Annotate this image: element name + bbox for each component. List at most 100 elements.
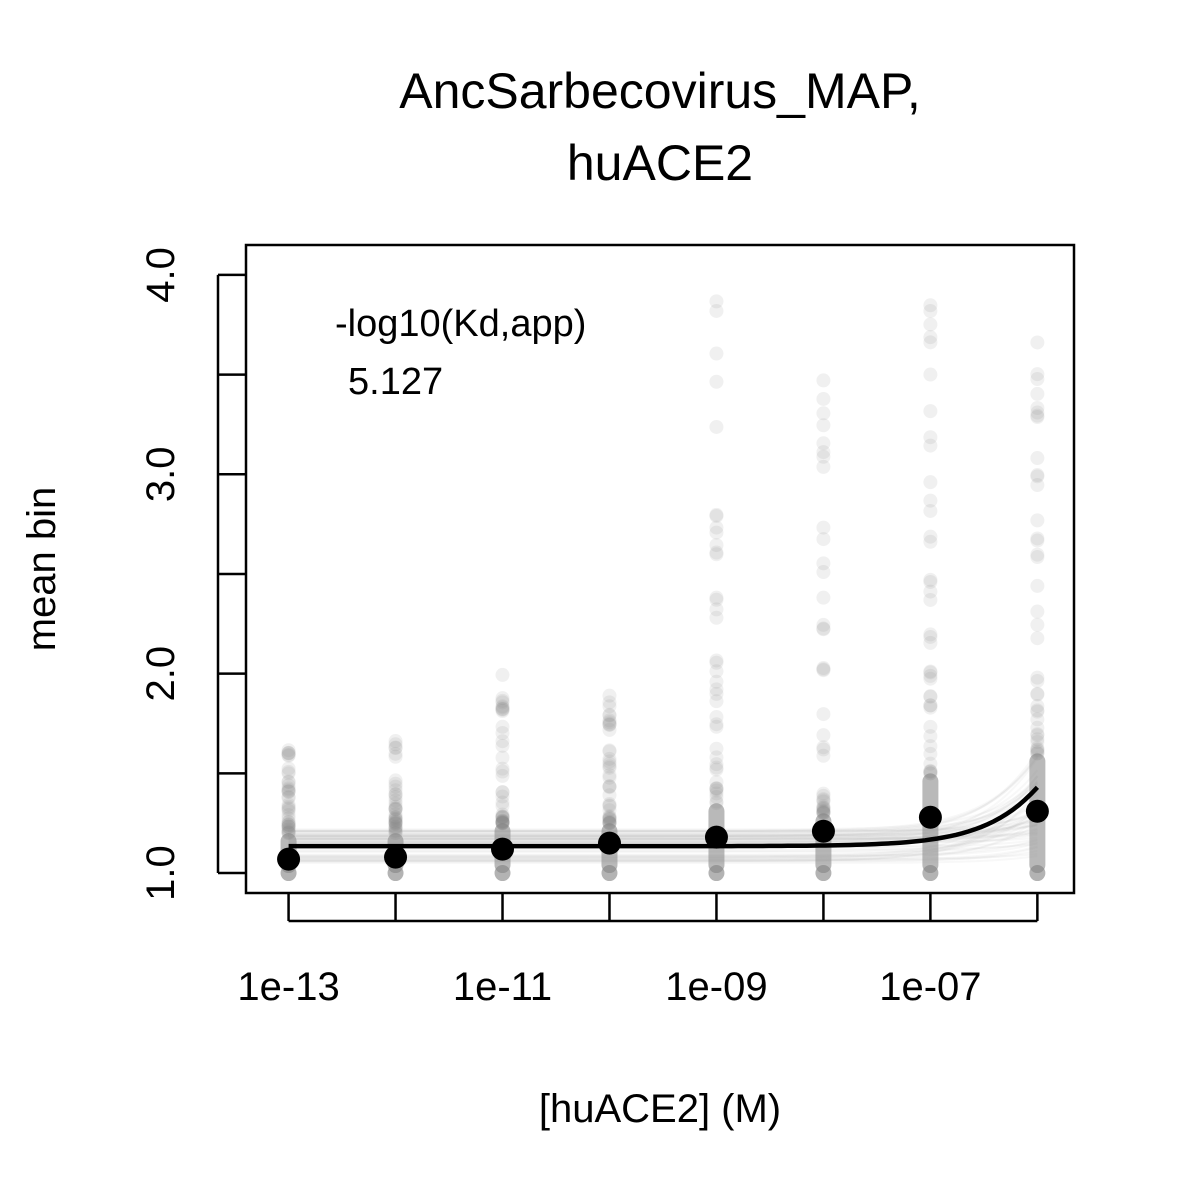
replicate-point xyxy=(388,810,403,825)
replicate-point xyxy=(816,520,831,535)
replicate-point xyxy=(281,782,296,797)
replicate-point xyxy=(281,748,296,763)
replicate-point xyxy=(815,865,832,882)
replicate-point xyxy=(816,742,831,757)
replicate-point xyxy=(709,674,724,689)
replicate-point xyxy=(816,799,831,814)
replicate-point xyxy=(816,445,831,460)
bootstrap-fit-curve xyxy=(288,755,1039,832)
replicate-point xyxy=(281,826,296,841)
replicate-point xyxy=(281,826,296,841)
replicate-point xyxy=(709,374,724,389)
bootstrap-fit-curve xyxy=(288,832,1038,841)
replicate-point xyxy=(388,816,403,831)
replicate-point xyxy=(388,810,403,825)
replicate-point xyxy=(709,653,724,668)
replicate-point xyxy=(388,802,403,817)
replicate-point xyxy=(816,792,831,807)
replicate-point xyxy=(281,815,296,830)
replicate-point xyxy=(709,655,724,670)
replicate-point xyxy=(281,819,296,834)
replicate-point xyxy=(281,819,296,834)
replicate-point xyxy=(1030,531,1045,546)
replicate-point xyxy=(923,756,938,771)
replicate-point xyxy=(602,812,617,827)
replicate-point xyxy=(388,741,403,756)
replicate-point xyxy=(602,803,617,818)
bootstrap-fit-curve xyxy=(288,819,1038,837)
replicate-point xyxy=(1030,400,1045,415)
replicate-point xyxy=(709,741,724,756)
replicate-point xyxy=(709,602,724,617)
replicate-point xyxy=(923,335,938,350)
replicate-point xyxy=(495,816,510,831)
mean-point xyxy=(918,805,942,829)
replicate-point xyxy=(495,814,510,829)
replicate-point xyxy=(388,740,403,755)
replicate-point xyxy=(281,774,296,789)
replicate-point xyxy=(923,330,938,345)
replicate-point xyxy=(709,294,724,309)
replicate-point xyxy=(495,691,510,706)
replicate-point xyxy=(602,815,617,830)
x-axis-label: [huACE2] (M) xyxy=(539,1087,781,1131)
replicate-point xyxy=(495,738,510,753)
replicate-point xyxy=(602,713,617,728)
replicate-point xyxy=(495,704,510,719)
replicate-point xyxy=(1030,743,1045,758)
bootstrap-fit-curve xyxy=(288,842,1038,858)
replicate-point xyxy=(388,812,403,827)
replicate-point xyxy=(602,756,617,771)
replicate-point xyxy=(602,788,617,803)
replicate-point xyxy=(816,794,831,809)
replicate-point xyxy=(923,629,938,644)
bootstrap-fit-curves xyxy=(288,750,1039,864)
replicate-point xyxy=(709,709,724,724)
replicate-point xyxy=(388,820,403,835)
replicate-point xyxy=(923,665,938,680)
replicate-point xyxy=(495,699,510,714)
replicate-point xyxy=(1030,372,1045,387)
kd-annotation-label: -log10(Kd,app) xyxy=(335,303,586,345)
replicate-point xyxy=(816,805,831,820)
replicate-point xyxy=(816,748,831,763)
replicate-point xyxy=(923,700,938,715)
mean-point xyxy=(384,845,408,869)
replicate-point xyxy=(495,700,510,715)
bootstrap-fit-curve xyxy=(288,775,1039,858)
replicate-point xyxy=(281,824,296,839)
replicate-point xyxy=(388,826,403,841)
replicate-point xyxy=(923,317,938,332)
replicate-point xyxy=(1030,746,1045,761)
replicate-point xyxy=(816,788,831,803)
replicate-point xyxy=(816,391,831,406)
replicate-point xyxy=(816,565,831,580)
replicate-point xyxy=(1030,410,1045,425)
replicate-point xyxy=(816,802,831,817)
replicate-point xyxy=(281,817,296,832)
replicate-point xyxy=(388,811,403,826)
bootstrap-fit-curve xyxy=(288,780,1039,837)
replicate-point xyxy=(388,737,403,752)
mean-point xyxy=(491,837,515,861)
replicate-point xyxy=(388,819,403,834)
replicate-point xyxy=(281,808,296,823)
replicate-point xyxy=(388,779,403,794)
chart-title-line-1: AncSarbecovirus_MAP, xyxy=(399,63,921,119)
bootstrap-fit-curve xyxy=(288,817,1038,840)
replicate-point xyxy=(495,813,510,828)
replicate-point xyxy=(816,786,831,801)
replicate-point xyxy=(816,804,831,819)
x-tick-label: 1e-11 xyxy=(453,965,552,1009)
replicate-point xyxy=(816,800,831,815)
replicate-point xyxy=(388,814,403,829)
x-tick-label: 1e-13 xyxy=(237,965,339,1009)
replicate-point xyxy=(709,686,724,701)
replicate-point xyxy=(1030,703,1045,718)
replicate-point xyxy=(602,768,617,783)
replicate-point xyxy=(923,689,938,704)
replicate-point xyxy=(923,298,938,313)
replicate-point xyxy=(816,804,831,819)
replicate-point xyxy=(923,635,938,650)
